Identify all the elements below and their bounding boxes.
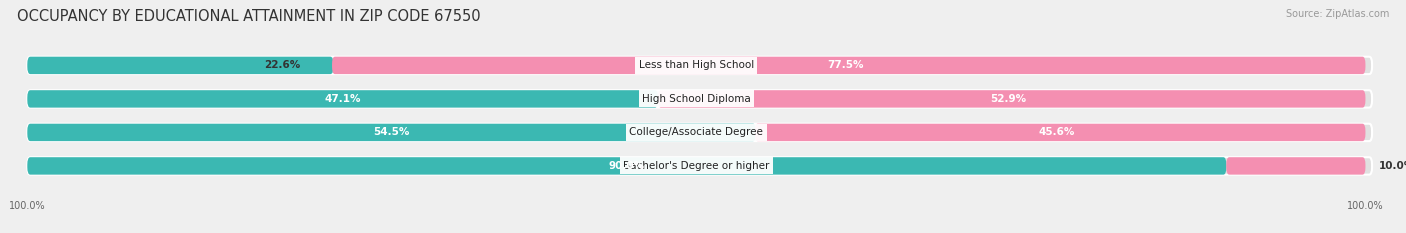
Text: 54.5%: 54.5%	[374, 127, 409, 137]
FancyBboxPatch shape	[27, 57, 1372, 74]
Text: College/Associate Degree: College/Associate Degree	[630, 127, 763, 137]
FancyBboxPatch shape	[755, 124, 1365, 141]
Text: Less than High School: Less than High School	[638, 60, 754, 70]
Text: Bachelor's Degree or higher: Bachelor's Degree or higher	[623, 161, 769, 171]
FancyBboxPatch shape	[27, 124, 756, 141]
Text: OCCUPANCY BY EDUCATIONAL ATTAINMENT IN ZIP CODE 67550: OCCUPANCY BY EDUCATIONAL ATTAINMENT IN Z…	[17, 9, 481, 24]
Text: 22.6%: 22.6%	[264, 60, 301, 70]
FancyBboxPatch shape	[27, 157, 1226, 175]
FancyBboxPatch shape	[27, 90, 1372, 108]
Text: 77.5%: 77.5%	[827, 60, 863, 70]
Text: 45.6%: 45.6%	[1039, 127, 1076, 137]
FancyBboxPatch shape	[658, 90, 1365, 108]
Text: 52.9%: 52.9%	[990, 94, 1026, 104]
FancyBboxPatch shape	[27, 57, 333, 74]
Text: 47.1%: 47.1%	[325, 94, 361, 104]
FancyBboxPatch shape	[1226, 157, 1365, 175]
Text: 10.0%: 10.0%	[1379, 161, 1406, 171]
Text: Source: ZipAtlas.com: Source: ZipAtlas.com	[1285, 9, 1389, 19]
FancyBboxPatch shape	[27, 90, 658, 108]
FancyBboxPatch shape	[27, 124, 1372, 141]
FancyBboxPatch shape	[332, 57, 1365, 74]
Text: 90.0%: 90.0%	[609, 161, 645, 171]
Text: High School Diploma: High School Diploma	[643, 94, 751, 104]
FancyBboxPatch shape	[27, 157, 1372, 175]
